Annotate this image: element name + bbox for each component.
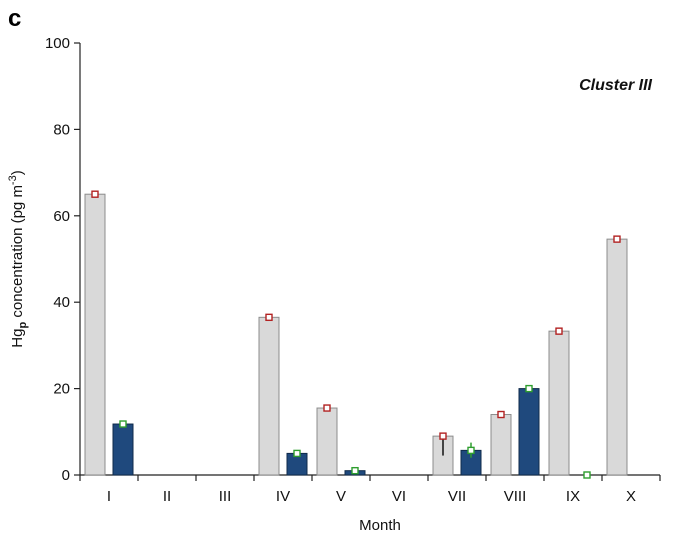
cluster-annotation: Cluster III: [579, 77, 652, 94]
x-tick-label: I: [107, 488, 111, 505]
x-tick-label: VI: [392, 488, 406, 505]
value-marker: [439, 432, 447, 440]
x-tick-label: V: [336, 488, 346, 505]
value-marker: [351, 466, 359, 475]
y-title-prefix: Hg: [9, 329, 26, 348]
bar-gray: [490, 414, 512, 476]
y-title-sub: p: [17, 322, 29, 329]
bar-gray: [84, 193, 106, 476]
value-marker: [119, 420, 127, 428]
x-tick-label: IV: [276, 488, 290, 505]
value-marker: [323, 404, 331, 412]
y-tick-label: 60: [53, 208, 70, 225]
y-title-suffix: ): [9, 170, 26, 175]
y-axis-title: Hgp concentration (pg m-3): [7, 170, 29, 347]
y-tick-label: 100: [45, 35, 70, 52]
x-tick-label: III: [219, 488, 232, 505]
x-tick-label: X: [626, 488, 636, 505]
y-title-middle: concentration (pg m: [9, 185, 26, 322]
y-tick-label: 20: [53, 381, 70, 398]
panel-label: c: [8, 5, 21, 32]
x-axis-title: Month: [359, 517, 401, 534]
bar-blue: [112, 423, 134, 476]
bar-blue: [518, 388, 540, 476]
x-tick-label: IX: [566, 488, 580, 505]
bar-gray: [316, 407, 338, 476]
y-title-sup: -3: [7, 175, 19, 185]
bars: [84, 193, 628, 476]
bar-gray: [606, 238, 628, 476]
value-marker: [91, 190, 99, 198]
x-tick-label: II: [163, 488, 171, 505]
y-tick-label: 0: [62, 467, 70, 484]
value-marker: [467, 446, 475, 455]
value-marker: [555, 327, 563, 335]
y-tick-label: 80: [53, 121, 70, 138]
x-tick-label: VIII: [504, 488, 527, 505]
bar-gray: [548, 330, 570, 476]
value-marker: [525, 384, 533, 393]
bar-gray: [258, 316, 280, 476]
markers: [91, 190, 621, 479]
value-marker: [613, 235, 621, 243]
x-tick-label: VII: [448, 488, 466, 505]
x-axis: I II III IV V VI VII VIII IX X: [79, 474, 661, 505]
y-axis: 0 20 40 60 80 100: [45, 35, 81, 484]
value-marker: [265, 313, 273, 322]
value-marker: [293, 449, 301, 458]
value-marker: [583, 471, 591, 479]
y-tick-label: 40: [53, 294, 70, 311]
value-marker: [497, 410, 505, 419]
